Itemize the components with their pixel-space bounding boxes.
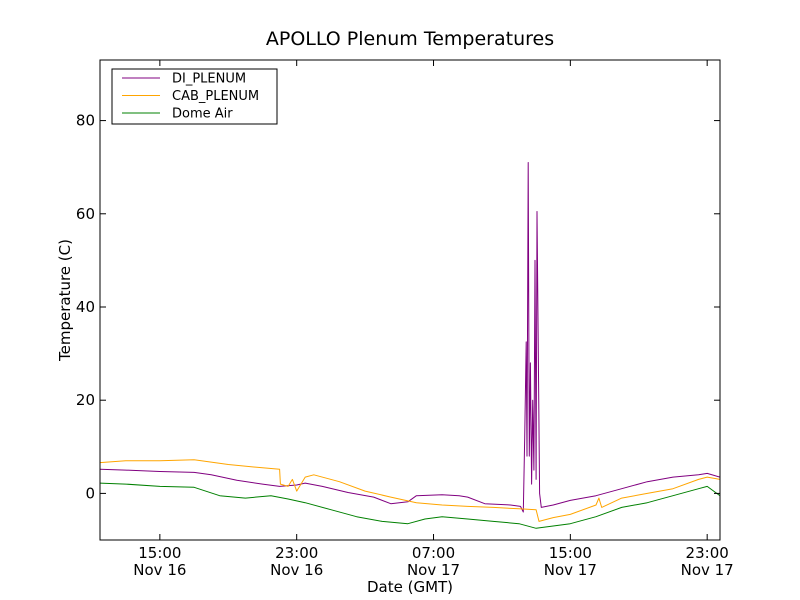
- y-tick-label: 20: [76, 391, 95, 409]
- series-line-dome-air: [100, 482, 720, 529]
- series-line-cab-plenum: [100, 459, 720, 522]
- chart-title: APOLLO Plenum Temperatures: [266, 28, 554, 50]
- legend-label: Dome Air: [172, 107, 233, 122]
- series-layer: [100, 162, 720, 529]
- plot-area: [100, 60, 720, 540]
- y-tick-label: 60: [76, 205, 95, 223]
- legend-label: DI_PLENUM: [172, 72, 246, 87]
- y-tick-label: 0: [85, 484, 95, 502]
- x-tick-label-time: 15:00: [138, 544, 181, 562]
- x-tick-label-date: Nov 17: [681, 561, 734, 579]
- plot-frame: [99, 59, 721, 541]
- x-tick-label-time: 15:00: [549, 544, 592, 562]
- legend: DI_PLENUM CAB_PLENUM Dome Air: [111, 68, 278, 125]
- series-line-di-plenum: [100, 162, 720, 513]
- x-tick-label-date: Nov 17: [544, 561, 597, 579]
- x-tick-label-date: Nov 17: [407, 561, 460, 579]
- y-tick-label: 80: [76, 112, 95, 130]
- x-tick-label-time: 07:00: [412, 544, 455, 562]
- x-tick-label-date: Nov 16: [270, 561, 323, 579]
- y-axis-label: Temperature (C): [56, 239, 74, 362]
- x-tick-label-time: 23:00: [686, 544, 729, 562]
- x-axis-label: Date (GMT): [367, 578, 453, 596]
- x-tick-label-date: Nov 16: [133, 561, 186, 579]
- legend-label: CAB_PLENUM: [172, 89, 259, 104]
- x-tick-label-time: 23:00: [275, 544, 318, 562]
- y-tick-label: 40: [76, 298, 95, 316]
